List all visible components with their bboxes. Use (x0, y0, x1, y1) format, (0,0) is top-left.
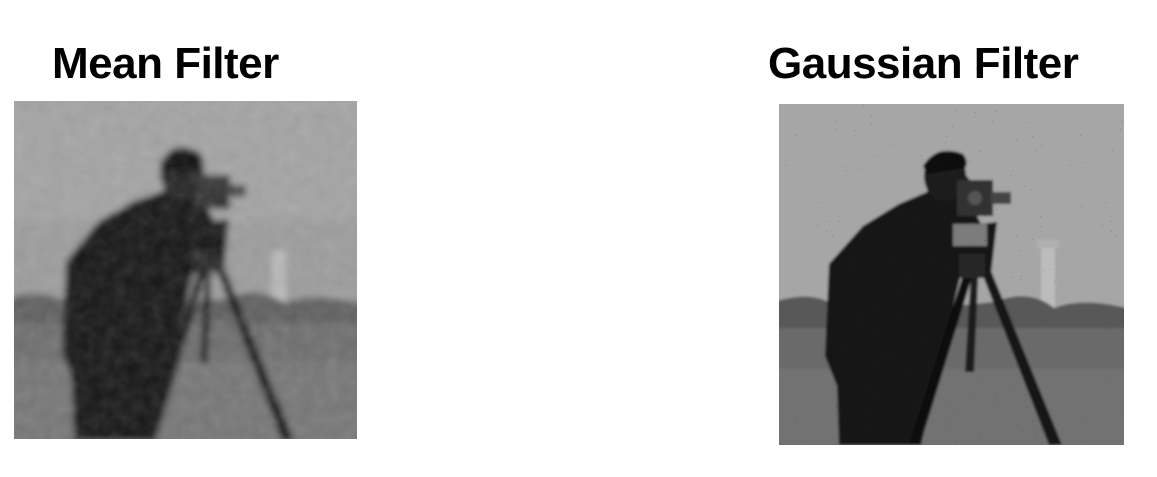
gaussian-filter-image (779, 104, 1124, 445)
mean-filter-image (14, 101, 357, 439)
mean-filter-title: Mean Filter (52, 39, 279, 88)
gaussian-filter-title: Gaussian Filter (768, 39, 1079, 88)
